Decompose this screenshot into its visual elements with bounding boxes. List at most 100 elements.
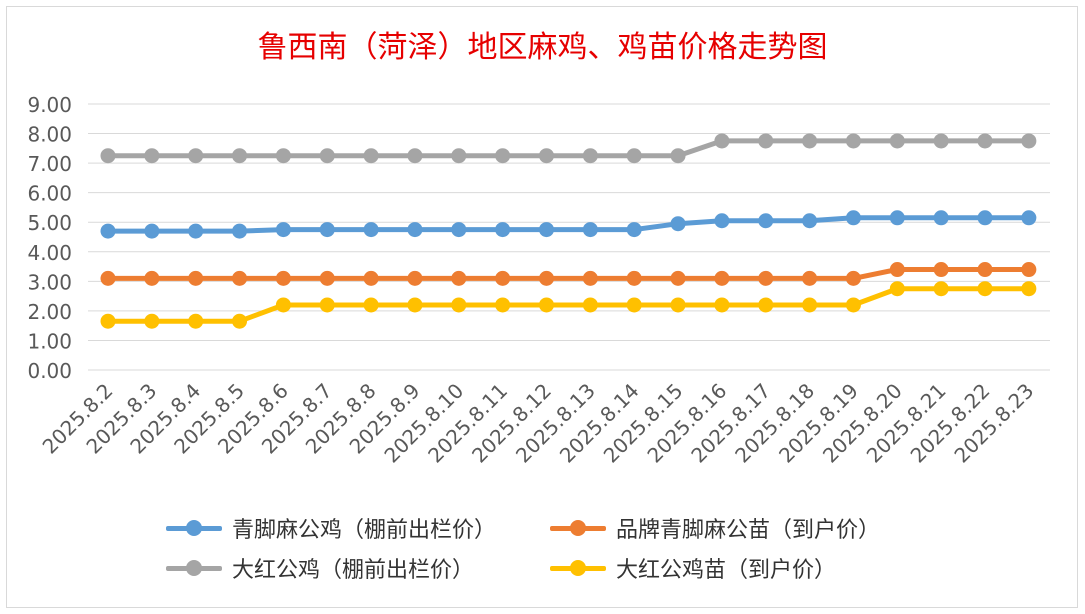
data-point-series-4: [845, 297, 861, 313]
data-point-series-2: [1021, 262, 1037, 278]
chart-legend: 青脚麻公鸡（棚前出栏价） 品牌青脚麻公苗（到户价） 大红公鸡（棚前出栏价） 大红…: [166, 510, 966, 590]
data-point-series-1: [100, 223, 116, 239]
data-point-series-3: [1021, 133, 1037, 149]
data-point-series-3: [232, 148, 248, 164]
data-point-series-3: [451, 148, 467, 164]
data-point-series-1: [582, 222, 598, 238]
y-tick-label: 3.00: [27, 270, 72, 294]
data-point-series-4: [100, 313, 116, 329]
legend-label-series-4: 大红公鸡苗（到户价）: [616, 558, 837, 583]
data-point-series-2: [582, 270, 598, 286]
data-point-series-3: [495, 148, 511, 164]
legend-item-series-4: 大红公鸡苗（到户价）: [550, 552, 836, 584]
legend-label-series-2: 品牌青脚麻公苗（到户价）: [616, 518, 881, 543]
data-point-series-4: [495, 297, 511, 313]
data-point-series-1: [319, 222, 335, 238]
y-tick-label: 9.00: [27, 93, 72, 117]
data-point-series-2: [626, 270, 642, 286]
legend-swatch-series-1: [166, 516, 222, 540]
data-point-series-2: [889, 262, 905, 278]
data-point-series-1: [451, 222, 467, 238]
data-point-series-3: [539, 148, 554, 164]
data-point-series-1: [407, 222, 423, 238]
data-point-series-3: [977, 133, 993, 149]
data-point-series-3: [889, 133, 905, 149]
data-point-series-3: [319, 148, 335, 164]
y-tick-label: 4.00: [27, 241, 72, 265]
y-tick-label: 2.00: [27, 300, 72, 324]
data-point-series-3: [275, 148, 291, 164]
legend-item-series-1: 青脚麻公鸡（棚前出栏价）: [166, 512, 496, 544]
data-point-series-2: [451, 270, 467, 286]
data-point-series-3: [582, 148, 598, 164]
data-point-series-4: [758, 297, 774, 313]
data-point-series-1: [889, 210, 905, 226]
data-point-series-2: [845, 270, 861, 286]
data-point-series-2: [977, 262, 993, 278]
data-point-series-2: [539, 270, 554, 286]
data-point-series-4: [275, 297, 291, 313]
data-point-series-1: [539, 222, 554, 238]
y-tick-label: 0.00: [27, 359, 72, 383]
data-point-series-1: [144, 223, 160, 239]
data-point-series-4: [319, 297, 335, 313]
data-point-series-4: [232, 313, 248, 329]
data-point-series-2: [319, 270, 335, 286]
data-point-series-4: [714, 297, 730, 313]
data-point-series-3: [626, 148, 642, 164]
data-point-series-1: [363, 222, 379, 238]
data-point-series-4: [188, 313, 204, 329]
data-point-series-1: [802, 213, 818, 229]
data-point-series-3: [407, 148, 423, 164]
y-tick-label: 7.00: [27, 152, 72, 176]
data-point-series-3: [933, 133, 949, 149]
data-point-series-2: [758, 270, 774, 286]
data-point-series-2: [670, 270, 686, 286]
data-point-series-3: [188, 148, 204, 164]
legend-swatch-series-3: [166, 556, 222, 580]
data-point-series-3: [714, 133, 730, 149]
data-point-series-1: [1021, 210, 1037, 226]
data-point-series-2: [275, 270, 291, 286]
data-point-series-1: [495, 222, 511, 238]
y-tick-label: 5.00: [27, 211, 72, 235]
data-point-series-1: [188, 223, 204, 239]
data-point-series-4: [626, 297, 642, 313]
y-tick-label: 1.00: [27, 329, 72, 353]
data-point-series-1: [933, 210, 949, 226]
data-point-series-1: [275, 222, 291, 238]
data-point-series-1: [977, 210, 993, 226]
series-line-1: [105, 215, 1032, 234]
legend-swatch-series-4: [550, 556, 606, 580]
data-point-series-4: [582, 297, 598, 313]
data-point-series-1: [758, 213, 774, 229]
y-tick-label: 6.00: [27, 182, 72, 206]
data-point-series-2: [232, 270, 248, 286]
data-point-series-3: [845, 133, 861, 149]
data-point-series-4: [933, 281, 949, 297]
data-point-series-1: [232, 223, 248, 239]
data-point-series-4: [407, 297, 423, 313]
y-tick-label: 8.00: [27, 123, 72, 147]
data-point-series-2: [495, 270, 511, 286]
data-point-series-3: [363, 148, 379, 164]
legend-label-series-1: 青脚麻公鸡（棚前出栏价）: [232, 518, 497, 543]
data-point-series-2: [714, 270, 730, 286]
data-point-series-4: [144, 313, 160, 329]
data-point-series-3: [670, 148, 686, 164]
series-line-2: [105, 267, 1032, 281]
legend-label-series-3: 大红公鸡（棚前出栏价）: [232, 558, 475, 583]
data-point-series-1: [626, 222, 642, 238]
data-point-series-3: [758, 133, 774, 149]
data-point-series-3: [144, 148, 160, 164]
data-point-series-2: [933, 262, 949, 278]
data-point-series-2: [363, 270, 379, 286]
data-point-series-4: [539, 297, 554, 313]
data-point-series-2: [802, 270, 818, 286]
data-point-series-1: [670, 216, 686, 232]
chart-title: 鲁西南（菏泽）地区麻鸡、鸡苗价格走势图: [257, 30, 828, 65]
data-point-series-4: [1021, 281, 1037, 297]
data-point-series-4: [670, 297, 686, 313]
legend-item-series-2: 品牌青脚麻公苗（到户价）: [550, 512, 880, 544]
